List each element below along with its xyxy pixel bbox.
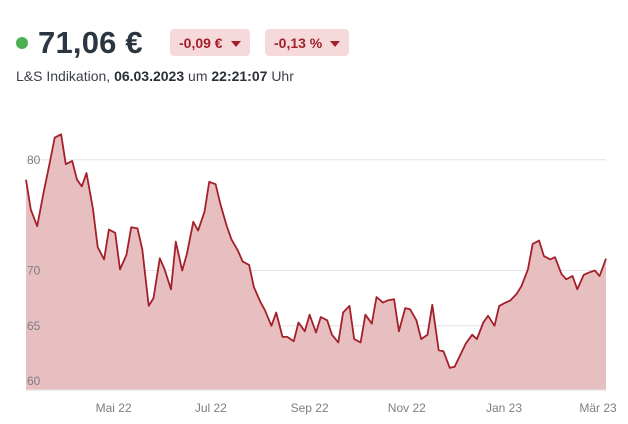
x-tick-label: Sep 22 bbox=[291, 401, 329, 415]
quote-time: 22:21:07 bbox=[211, 68, 268, 84]
price-area bbox=[26, 134, 606, 390]
y-tick-label: 70 bbox=[27, 263, 41, 277]
quote-source: L&S Indikation, bbox=[16, 68, 111, 84]
change-percent-value: -0,13 % bbox=[274, 34, 323, 51]
x-tick-label: Jan 23 bbox=[486, 401, 522, 415]
change-absolute-value: -0,09 € bbox=[179, 34, 223, 51]
price-line bbox=[25, 133, 607, 369]
quote-uhr: Uhr bbox=[271, 68, 294, 84]
change-percent-badge[interactable]: -0,13 % bbox=[265, 29, 350, 56]
price-row: 71,06 € bbox=[16, 24, 143, 62]
y-tick-label: 65 bbox=[27, 319, 41, 333]
price-chart[interactable]: 60 65 70 80 Mai 22 Jul 22 Sep 22 Nov 22 Jan 23 Mä… bbox=[0, 100, 628, 424]
live-status-dot bbox=[16, 37, 28, 49]
x-tick-label: Mai 22 bbox=[96, 401, 132, 415]
current-price: 71,06 € bbox=[38, 25, 143, 60]
quote-um: um bbox=[188, 68, 208, 84]
change-absolute-badge[interactable]: -0,09 € bbox=[170, 29, 250, 56]
caret-down-icon bbox=[330, 40, 341, 47]
x-tick-label: Mär 23 bbox=[579, 401, 617, 415]
caret-down-icon bbox=[230, 40, 241, 47]
quote-date: 06.03.2023 bbox=[114, 68, 185, 84]
quote-source-line: L&S Indikation, 06.03.2023 um 22:21:07 U… bbox=[16, 68, 294, 84]
x-tick-label: Jul 22 bbox=[195, 401, 227, 415]
y-tick-label: 80 bbox=[27, 153, 41, 167]
x-tick-label: Nov 22 bbox=[388, 401, 426, 415]
y-tick-label: 60 bbox=[27, 374, 41, 388]
